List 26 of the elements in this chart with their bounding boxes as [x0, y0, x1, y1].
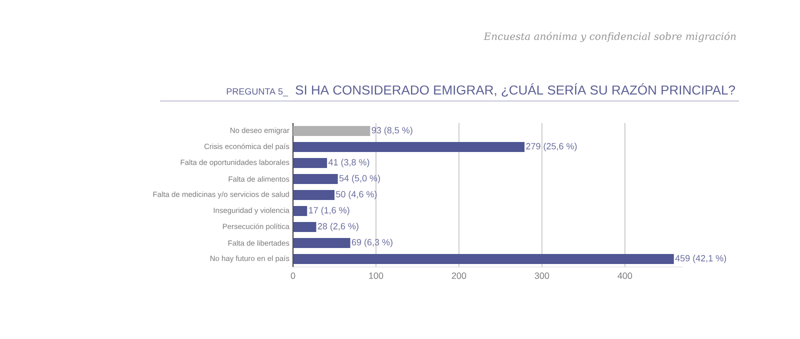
bar [293, 158, 328, 168]
bar [293, 190, 334, 200]
bar [293, 222, 316, 232]
chart-title: SI HA CONSIDERADO EMIGRAR, ¿CUÁL SERÍA SU RAZÓN PRINCIPAL? [296, 83, 735, 97]
bar [293, 238, 350, 248]
text: PREGUNTA 5_ [226, 88, 288, 96]
data-label: 50 (4,6 %) [336, 190, 377, 200]
x-tick-label: 100 [369, 272, 384, 279]
data-label: 69 (6,3 %) [352, 238, 392, 248]
data-label: 54 (5,0 %) [339, 174, 380, 184]
bar [293, 254, 674, 264]
x-tick-label: 300 [534, 272, 550, 279]
bar [293, 142, 525, 152]
data-label: 28 (2,6 %) [318, 222, 358, 232]
data-label: 41 (3,8 %) [328, 158, 370, 168]
x-tick-label: 400 [618, 272, 632, 279]
bar [293, 206, 308, 216]
data-label: 459 (42,1 %) [675, 254, 726, 264]
x-tick-label: 0 [290, 272, 296, 279]
bar [293, 126, 370, 136]
data-label: 17 (1,6 %) [309, 206, 350, 216]
chart-subtitle: Encuesta anónima y confidencial sobre migración [484, 32, 736, 42]
x-tick-label: 200 [452, 272, 466, 279]
data-label: 279 (25,6 %) [526, 142, 577, 152]
bar [293, 174, 338, 184]
data-label: 93 (8,5 %) [372, 126, 412, 136]
